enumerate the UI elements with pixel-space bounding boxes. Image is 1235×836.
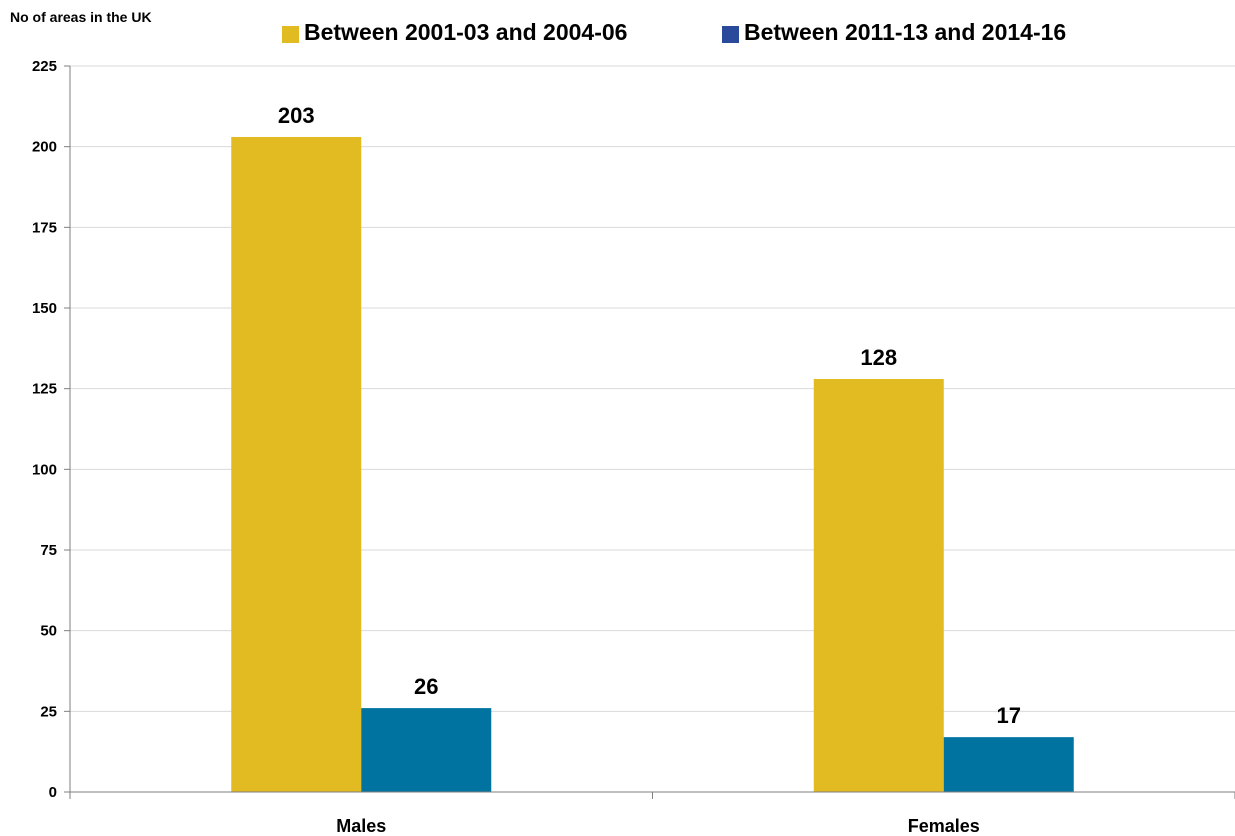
y-tick-label: 125 bbox=[32, 381, 57, 398]
data-labels: 203 26 128 17 bbox=[278, 103, 1021, 728]
x-tick-label: Females bbox=[908, 816, 980, 836]
x-axis-ticks: Males Females bbox=[336, 816, 980, 836]
legend-label: Between 2011-13 and 2014-16 bbox=[744, 19, 1066, 45]
y-tick-label: 100 bbox=[32, 461, 57, 478]
legend-label: Between 2001-03 and 2004-06 bbox=[304, 19, 627, 45]
bar bbox=[361, 708, 492, 792]
y-tick-label: 50 bbox=[40, 623, 57, 640]
legend-swatch bbox=[282, 26, 299, 43]
bar bbox=[231, 136, 362, 792]
y-axis-ticks: 0 25 50 75 100 125 150 175 200 225 bbox=[32, 58, 70, 801]
data-label: 17 bbox=[997, 703, 1021, 728]
bar bbox=[813, 378, 944, 792]
x-tick-label: Males bbox=[336, 816, 386, 836]
data-label: 128 bbox=[860, 345, 897, 370]
legend-item-2: Between 2011-13 and 2014-16 bbox=[722, 19, 1066, 45]
axes bbox=[69, 66, 1235, 799]
bar bbox=[943, 737, 1074, 792]
y-tick-label: 0 bbox=[49, 784, 57, 801]
legend-swatch bbox=[722, 26, 739, 43]
data-label: 203 bbox=[278, 103, 315, 128]
y-tick-label: 25 bbox=[40, 703, 57, 720]
y-tick-label: 225 bbox=[32, 58, 57, 75]
y-axis-title: No of areas in the UK bbox=[10, 9, 152, 25]
legend: Between 2001-03 and 2004-06 Between 2011… bbox=[282, 19, 1066, 45]
y-tick-label: 75 bbox=[40, 542, 57, 559]
data-label: 26 bbox=[414, 674, 438, 699]
y-tick-label: 150 bbox=[32, 300, 57, 317]
legend-item-1: Between 2001-03 and 2004-06 bbox=[282, 19, 627, 45]
y-tick-label: 200 bbox=[32, 139, 57, 156]
bars bbox=[231, 136, 1074, 792]
y-tick-label: 175 bbox=[32, 219, 57, 236]
